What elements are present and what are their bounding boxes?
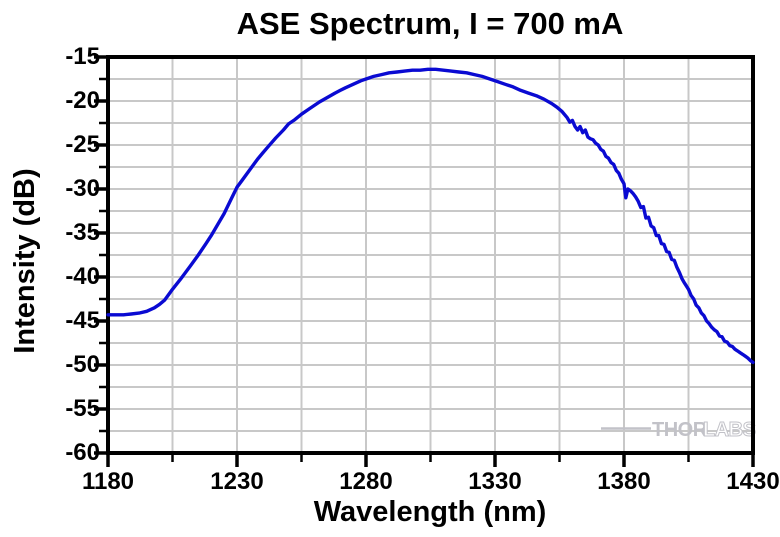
chart-title: ASE Spectrum, I = 700 mA xyxy=(236,6,624,41)
spectrum-curve xyxy=(106,67,755,365)
y-tick-label: -20 xyxy=(65,87,100,114)
y-tick-label: -60 xyxy=(65,439,100,466)
x-tick-label: 1230 xyxy=(210,468,264,495)
y-tick-label: -25 xyxy=(65,131,100,158)
x-axis-title: Wavelength (nm) xyxy=(313,496,547,528)
y-tick-label: -55 xyxy=(65,395,100,422)
y-tick-label: -35 xyxy=(65,219,100,246)
y-tick-label: -40 xyxy=(65,263,100,290)
x-tick-label: 1180 xyxy=(81,468,135,495)
y-tick-label: -50 xyxy=(65,351,100,378)
axis-ticks xyxy=(94,55,755,467)
x-tick-label: 1330 xyxy=(468,468,522,495)
plot-frame xyxy=(106,55,755,455)
ase-spectrum-line xyxy=(106,67,755,365)
x-tick-label: 1380 xyxy=(597,468,651,495)
watermark-thor-text: THOR xyxy=(652,419,708,441)
gridlines xyxy=(110,59,751,451)
x-tick-label: 1430 xyxy=(726,468,780,495)
thorlabs-watermark: THOR LABS xyxy=(601,419,757,442)
y-tick-label: -30 xyxy=(65,175,100,202)
y-tick-label: -45 xyxy=(65,307,100,334)
y-tick-label: -15 xyxy=(65,43,100,70)
plot-border xyxy=(106,55,755,455)
x-tick-label: 1280 xyxy=(339,468,393,495)
watermark-labs-text: LABS xyxy=(703,419,756,441)
